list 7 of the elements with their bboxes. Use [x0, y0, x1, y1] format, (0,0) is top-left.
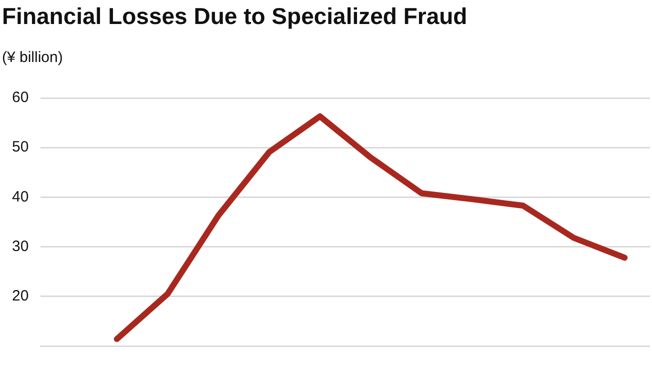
- chart-title: Financial Losses Due to Specialized Fraud: [2, 3, 468, 30]
- y-tick-label: 60: [12, 89, 29, 106]
- y-axis-title: (¥ billion): [2, 49, 63, 66]
- y-tick-label: 50: [12, 138, 29, 156]
- y-tick-label: 40: [12, 188, 29, 206]
- y-tick-label: 20: [12, 288, 29, 305]
- y-tick-label: 30: [12, 238, 29, 255]
